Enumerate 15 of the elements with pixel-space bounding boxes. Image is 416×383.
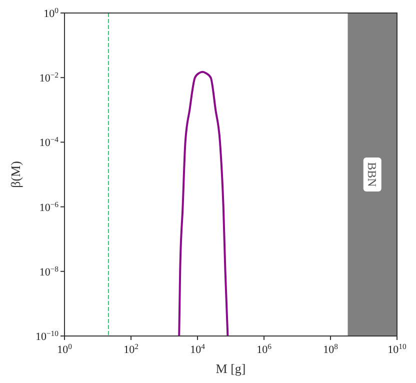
x-tick-label: 10$^{2}$ [124,342,139,356]
x-tick-label: 10$^{0}$ [57,342,72,356]
x-tick-label: 10$^{8}$ [323,342,338,356]
y-tick-label: 10$^{−8}$ [39,264,59,278]
x-tick-label: 10$^{10}$ [388,342,406,356]
x-axis-title: M [g] [216,361,246,376]
y-tick-label: 10$^{−4}$ [39,134,59,150]
y-tick-label: 10$^{−6}$ [39,199,59,214]
x-tick-label: 10$^{4}$ [190,342,206,356]
y-axis-title: β(M) [8,161,23,188]
y-tick-label: 10$^{−2}$ [39,70,59,85]
y-tick-label: 10$^{0}$ [44,6,59,20]
x-tick-label: 10$^{6}$ [256,342,272,356]
band-label: BBN [365,162,380,188]
y-tick-label: 10$^{−10}$ [35,328,59,343]
